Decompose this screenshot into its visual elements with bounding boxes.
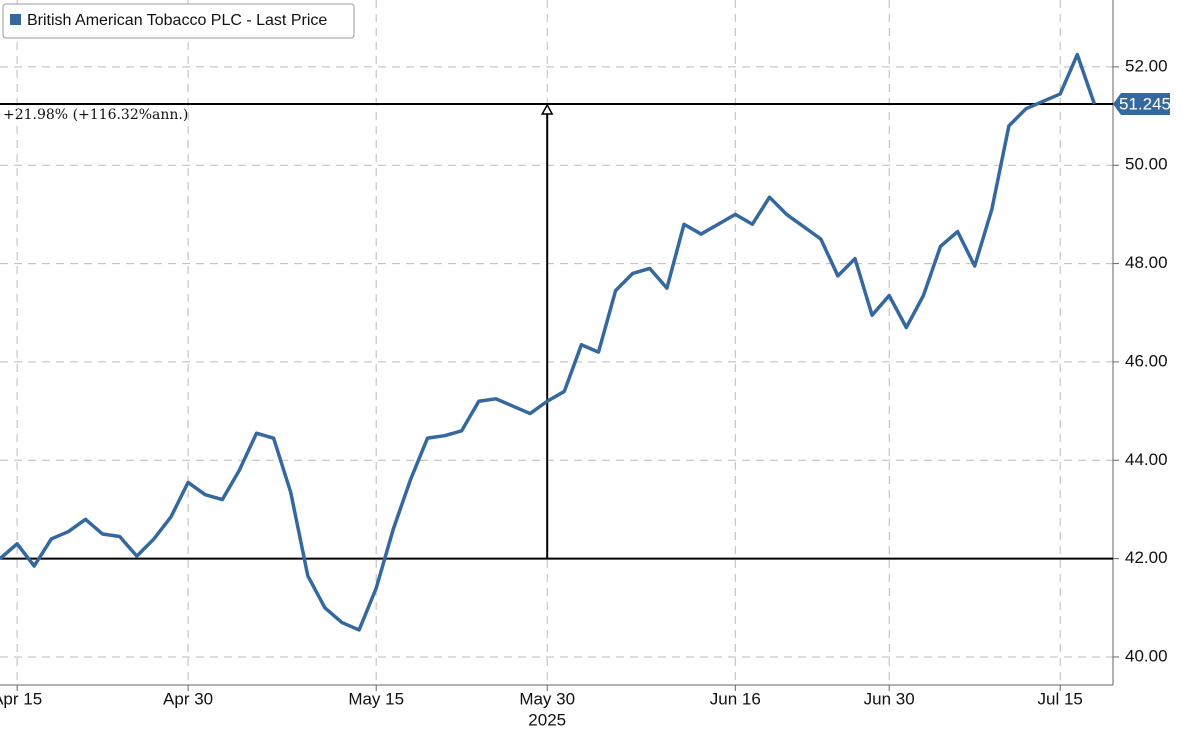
x-tick-label: May 15 — [348, 689, 404, 708]
y-tick-label: 52.00 — [1125, 56, 1168, 75]
x-tick-label: Apr 30 — [163, 689, 213, 708]
x-tick-label: Apr 15 — [0, 689, 42, 708]
last-price-label: 51.245 — [1119, 94, 1171, 113]
arrow-head — [540, 103, 554, 115]
legend: British American Tobacco PLC - Last Pric… — [2, 3, 355, 39]
y-tick-label: 44.00 — [1125, 450, 1168, 469]
y-tick-label: 40.00 — [1125, 646, 1168, 665]
last-price-box — [1113, 93, 1170, 116]
x-tick-label: Jun 30 — [864, 689, 915, 708]
legend-swatch — [10, 14, 21, 25]
y-tick-label: 50.00 — [1125, 155, 1168, 174]
y-tick-label: 46.00 — [1125, 351, 1168, 370]
y-tick-label: 42.00 — [1125, 548, 1168, 567]
x-tick-label: May 30 — [519, 689, 575, 708]
x-tick-label: Jul 15 — [1038, 689, 1083, 708]
legend-box — [2, 3, 355, 39]
x-tick-label: Jun 16 — [710, 689, 761, 708]
annotation: +21.98% (+116.32%ann.) — [3, 107, 188, 123]
legend-label: British American Tobacco PLC - Last Pric… — [27, 12, 327, 29]
price-line — [0, 52, 1097, 632]
x-axis-label: 2025 — [528, 710, 566, 729]
y-tick-label: 48.00 — [1125, 253, 1168, 272]
